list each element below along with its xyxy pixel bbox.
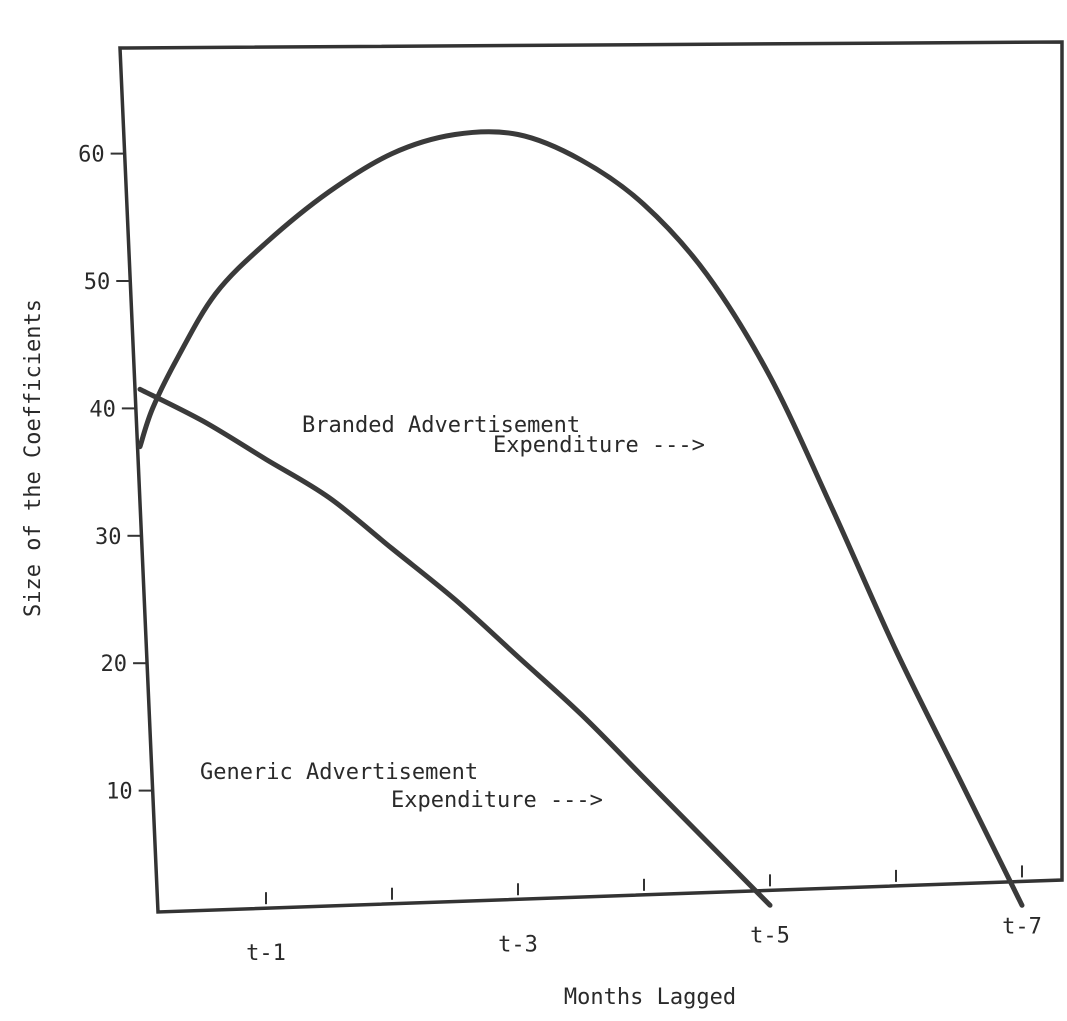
x-axis: t-1 t-3 t-5 t-7: [246, 865, 1042, 966]
x-tick-label: t-3: [498, 932, 538, 957]
y-tick-label: 10: [106, 780, 133, 805]
series-line-branded: [137, 129, 1025, 908]
x-tick-label: t-1: [246, 941, 286, 966]
annotation-branded-line-1: Branded Advertisement: [302, 413, 580, 438]
plot-border: [118, 40, 1064, 914]
annotation-generic-line-1: Generic Advertisement: [200, 760, 478, 785]
plot-frame: [118, 40, 1064, 914]
x-tick-label: t-7: [1002, 914, 1042, 939]
series-lines: [137, 129, 1025, 908]
y-axis: 10 20 30 40 50 60: [78, 143, 153, 805]
x-tick-label: t-5: [750, 923, 790, 948]
y-tick-label: 50: [84, 270, 111, 295]
y-tick-label: 20: [101, 652, 128, 677]
y-tick-label: 40: [89, 397, 116, 422]
x-axis-title: Months Lagged: [564, 985, 736, 1010]
series-line-generic: [137, 386, 773, 908]
annotation-generic-line-2: Expenditure --->: [391, 788, 603, 813]
y-axis-title: Size of the Coefficients: [21, 299, 46, 617]
y-tick-label: 60: [78, 143, 105, 168]
y-tick-label: 30: [95, 525, 122, 550]
annotation-branded-line-2: Expenditure --->: [493, 433, 705, 458]
